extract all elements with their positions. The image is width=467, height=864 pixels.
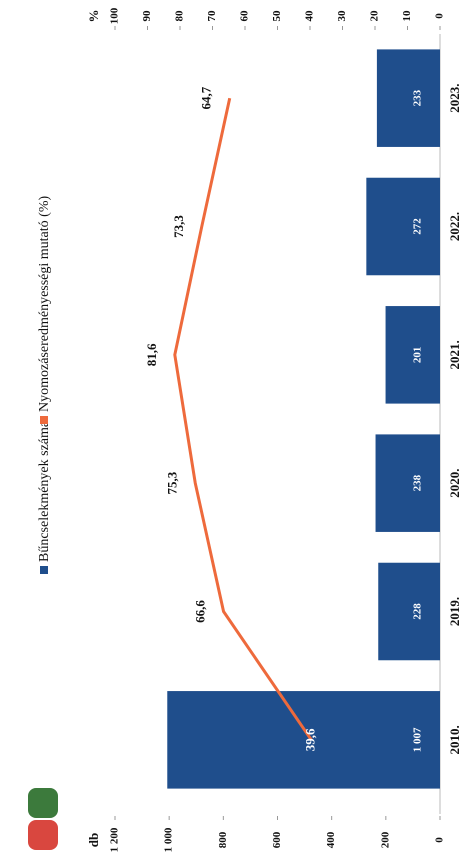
bar-value-label: 228 [412, 603, 424, 620]
legend-label: Nyomozáseredményességi mutató (%) [37, 196, 52, 412]
bar-value-label: 1 007 [412, 727, 424, 752]
y-tick-label: 200 [379, 831, 391, 848]
y2-tick-label: 30 [336, 10, 348, 22]
line-value-label: 64,7 [199, 86, 214, 109]
y2-tick-label: 80 [174, 10, 186, 22]
y-tick-label: 600 [271, 831, 283, 848]
bar-value-label: 238 [412, 474, 424, 491]
y2-tick-label: 50 [271, 10, 283, 22]
bar [378, 562, 440, 661]
bar [375, 434, 440, 532]
legend-swatch [40, 416, 48, 424]
y-axis-label: db [86, 833, 101, 847]
bar [366, 177, 441, 276]
bar-value-label: 201 [412, 347, 424, 364]
y2-tick-label: 90 [141, 10, 153, 22]
line [173, 97, 313, 741]
y2-tick-label: 40 [304, 10, 316, 22]
y2-tick-label: 100 [109, 7, 121, 24]
bar [167, 691, 440, 789]
y2-axis-label: % [86, 10, 101, 23]
line-value-label: 66,6 [193, 600, 208, 623]
line-value-label: 39,6 [302, 728, 317, 751]
logo [28, 788, 58, 850]
y2-tick-label: 0 [434, 13, 446, 19]
y2-tick-label: 10 [401, 10, 413, 22]
y-tick-label: 0 [434, 837, 446, 843]
logo-shield [28, 788, 58, 818]
y-tick-label: 1 200 [109, 827, 121, 852]
logo-shield [28, 820, 58, 850]
x-tick-label: 2010. [447, 725, 462, 754]
bar [376, 49, 441, 147]
x-tick-label: 2020. [447, 469, 462, 498]
line-value-label: 75,3 [164, 471, 179, 494]
x-tick-label: 2023. [447, 84, 462, 113]
x-tick-label: 2019. [447, 597, 462, 626]
y-tick-label: 400 [325, 831, 337, 848]
legend-swatch [40, 566, 48, 574]
bar-value-label: 272 [412, 218, 424, 235]
bar-value-label: 233 [412, 89, 424, 106]
line-value-label: 73,3 [171, 215, 186, 238]
legend-label: Bűncselekmények száma [37, 420, 52, 562]
x-tick-label: 2021. [447, 340, 462, 369]
y-tick-label: 800 [217, 831, 229, 848]
y2-tick-label: 20 [369, 10, 381, 22]
y2-tick-label: 70 [206, 10, 218, 22]
line-value-label: 81,6 [144, 343, 159, 366]
x-tick-label: 2022. [447, 212, 462, 241]
rotated-chart: db% 0 200 400 600 800 1 000 1 200 0 10 20 30 40 50 60 7… [28, 7, 462, 852]
y-tick-label: 1 000 [163, 827, 175, 852]
y2-tick-label: 60 [239, 10, 251, 22]
bar [385, 306, 440, 404]
